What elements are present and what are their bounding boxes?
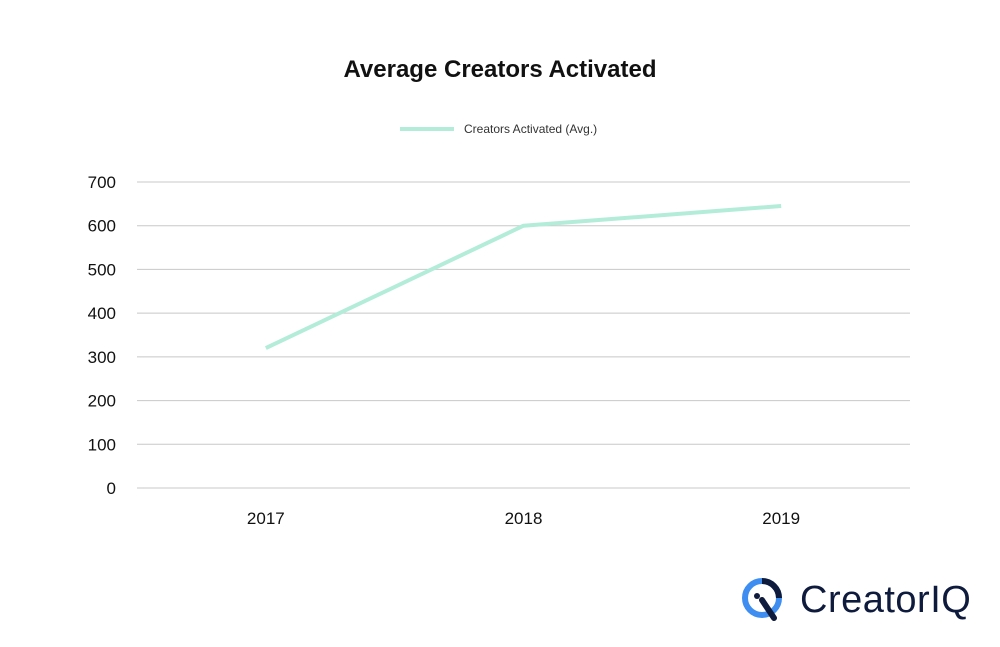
y-tick-label: 0 — [107, 479, 116, 498]
logo-text: CreatorIQ — [800, 578, 972, 621]
y-tick-label: 300 — [88, 348, 116, 367]
chart-title: Average Creators Activated — [343, 56, 657, 83]
y-tick-label: 700 — [88, 173, 116, 192]
x-tick-label: 2018 — [505, 509, 543, 528]
creatoriq-logo: CreatorIQ — [740, 576, 971, 624]
x-tick-label: 2017 — [247, 509, 285, 528]
creatoriq-logo-icon — [742, 578, 782, 621]
x-tick-label: 2019 — [762, 509, 800, 528]
y-tick-label: 600 — [88, 217, 116, 236]
y-tick-label: 200 — [88, 392, 116, 411]
legend-label: Creators Activated (Avg.) — [464, 122, 598, 136]
y-tick-label: 400 — [88, 304, 116, 323]
legend-swatch — [400, 127, 454, 131]
y-tick-label: 100 — [88, 435, 116, 454]
series-line — [264, 204, 782, 350]
legend: Creators Activated (Avg.) — [400, 122, 597, 136]
y-tick-label: 500 — [88, 260, 116, 279]
